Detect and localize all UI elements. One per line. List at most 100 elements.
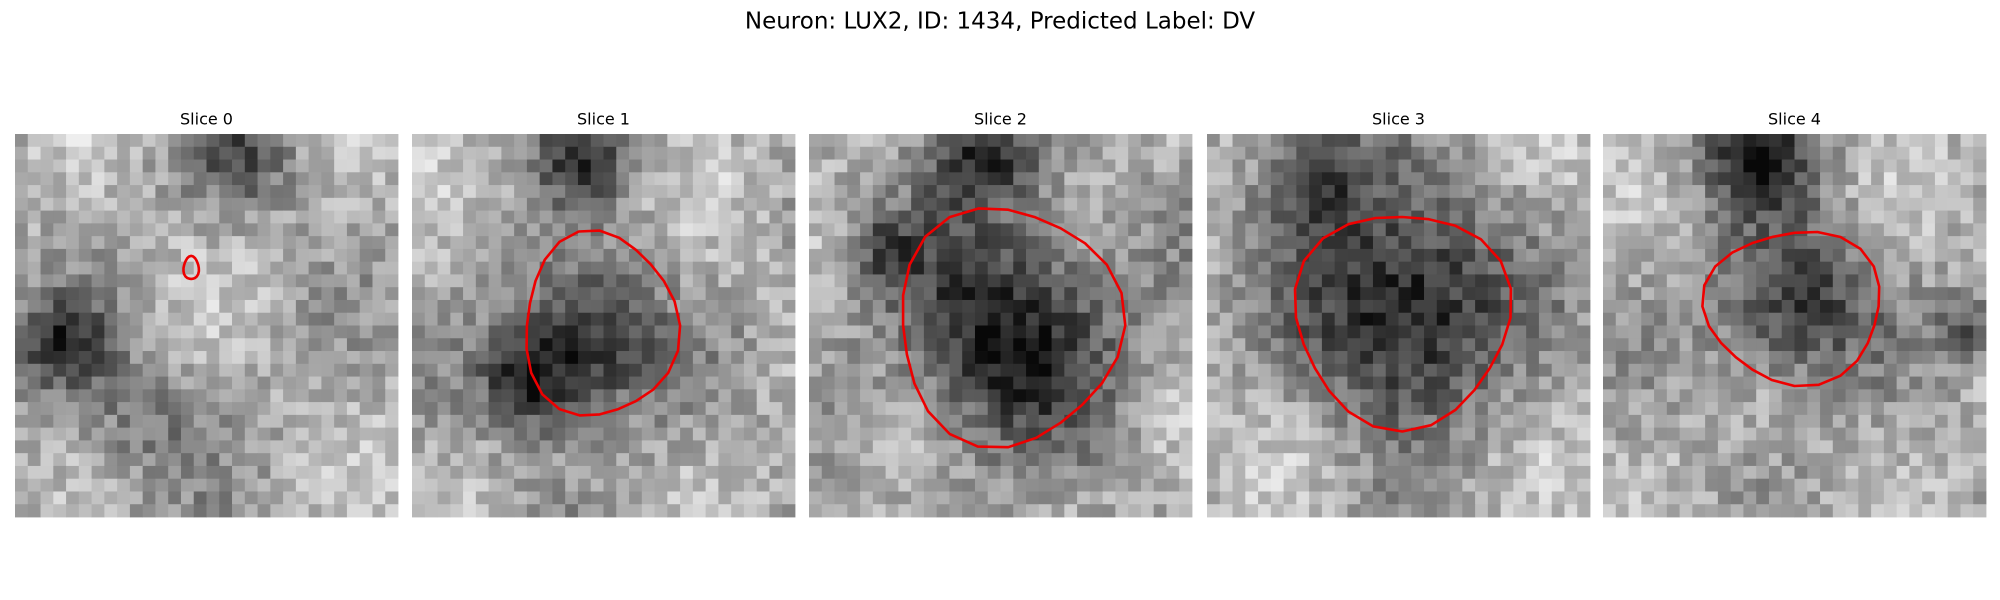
pixel <box>1871 351 1885 365</box>
pixel <box>1372 338 1387 352</box>
pixel <box>847 491 861 505</box>
pixel <box>1820 146 1834 160</box>
pixel <box>1166 453 1180 467</box>
pixel <box>450 504 464 518</box>
pixel <box>526 453 541 467</box>
pixel <box>1449 210 1463 224</box>
pixel <box>53 134 67 148</box>
pixel <box>1077 172 1091 186</box>
pixel <box>577 363 592 377</box>
pixel <box>1424 197 1438 211</box>
pixel <box>334 312 348 326</box>
pixel <box>1385 299 1399 314</box>
panel: Slice 3 <box>1207 110 1591 518</box>
pixel <box>1207 134 1221 148</box>
pixel <box>680 299 694 314</box>
pixel <box>1641 363 1655 377</box>
pixel <box>565 440 579 454</box>
pixel <box>40 287 54 301</box>
pixel <box>1934 299 1949 314</box>
pixel <box>1051 465 1065 480</box>
pixel <box>437 440 451 454</box>
pixel <box>1960 453 1974 467</box>
pixel <box>1219 402 1233 416</box>
pixel <box>974 427 989 441</box>
pixel <box>1526 440 1540 454</box>
pixel <box>372 185 386 199</box>
pixel <box>1089 465 1104 480</box>
pixel <box>346 478 361 492</box>
pixel <box>1424 299 1438 314</box>
pixel <box>1258 248 1272 263</box>
pixel <box>1871 440 1885 454</box>
pixel <box>1128 338 1142 352</box>
pixel <box>1051 312 1065 326</box>
pixel <box>1258 185 1272 199</box>
pixel <box>526 491 541 505</box>
pixel <box>270 299 284 314</box>
pixel <box>117 440 131 454</box>
pixel <box>1296 146 1310 160</box>
pixel <box>1487 146 1502 160</box>
pixel <box>1153 427 1167 441</box>
pixel <box>206 491 220 505</box>
pixel <box>27 134 41 148</box>
pixel <box>1207 414 1221 429</box>
pixel <box>949 504 963 518</box>
pixel <box>936 236 950 250</box>
pixel <box>1309 376 1323 390</box>
pixel <box>308 197 322 211</box>
pixel <box>847 478 861 492</box>
pixel <box>872 299 886 314</box>
pixel <box>66 414 80 429</box>
pixel <box>1922 236 1936 250</box>
pixel <box>1934 274 1949 288</box>
pixel <box>180 376 195 390</box>
pixel <box>1934 427 1949 441</box>
pixel <box>782 134 796 148</box>
pixel <box>1705 491 1719 505</box>
pixel <box>1922 261 1936 275</box>
pixel <box>743 210 758 224</box>
pixel <box>590 363 604 377</box>
pixel <box>743 478 758 492</box>
contour <box>1701 230 1881 388</box>
pixel <box>346 146 361 160</box>
pixel <box>526 197 541 211</box>
pixel <box>962 312 976 326</box>
pixel <box>53 236 67 250</box>
pixel <box>1232 134 1246 148</box>
pixel <box>1628 478 1642 492</box>
pixel <box>117 414 131 429</box>
pixel <box>1513 287 1527 301</box>
pixel <box>809 223 823 237</box>
pixel <box>923 376 938 390</box>
pixel <box>244 287 258 301</box>
pixel <box>1436 299 1450 314</box>
pixel <box>1372 236 1387 250</box>
pixel <box>552 274 566 288</box>
pixel <box>450 453 464 467</box>
pixel <box>257 325 271 339</box>
pixel <box>270 146 284 160</box>
pixel <box>168 146 182 160</box>
pixel <box>1424 402 1438 416</box>
pixel <box>1245 465 1259 480</box>
pixel <box>129 223 144 237</box>
pixel <box>1896 351 1910 365</box>
pixel <box>1538 134 1553 148</box>
pixel <box>257 274 271 288</box>
pixel <box>1347 465 1361 480</box>
pixel <box>1309 299 1323 314</box>
pixel <box>1309 210 1323 224</box>
pixel <box>334 146 348 160</box>
pixel <box>705 197 719 211</box>
pixel <box>475 363 489 377</box>
pixel <box>283 491 297 505</box>
pixel <box>1538 261 1553 275</box>
pixel <box>1245 159 1259 173</box>
pixel <box>860 146 874 160</box>
pixel <box>1475 351 1489 365</box>
pixel <box>1628 504 1642 518</box>
pixel <box>923 197 938 211</box>
